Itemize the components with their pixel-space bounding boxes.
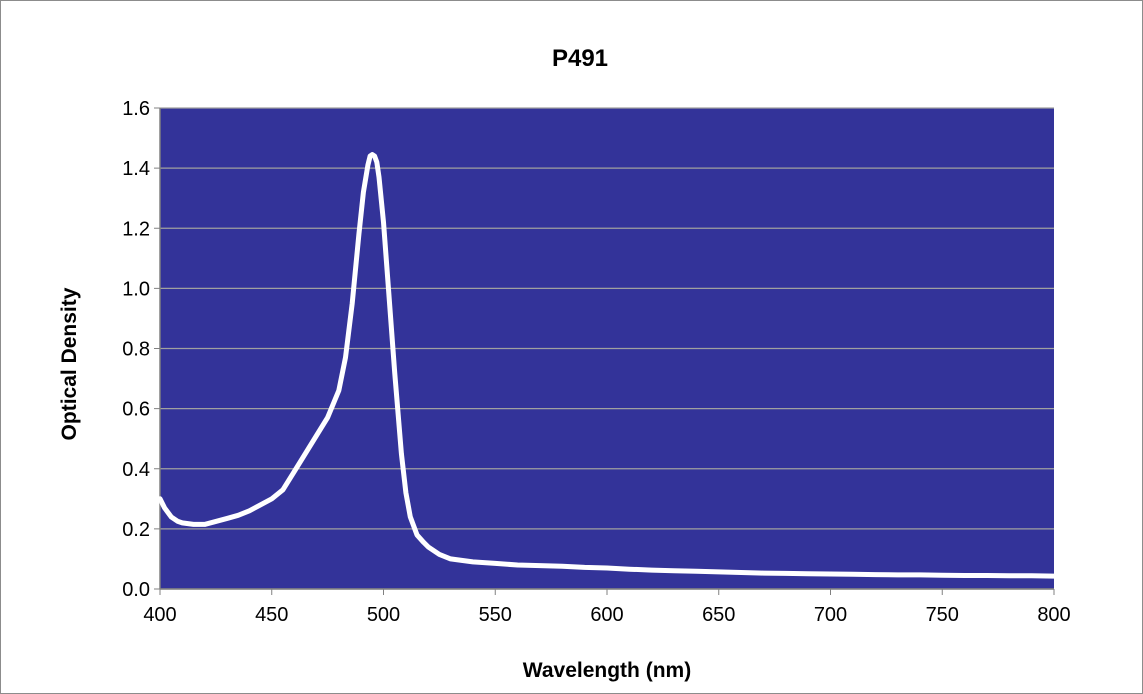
x-tick-label: 750 (926, 604, 959, 626)
gridlines (160, 107, 1054, 590)
y-tick-labels: 0.0 0.2 0.4 0.6 0.8 1.0 1.2 1.4 1.6 (122, 98, 160, 601)
y-tick-label: 1.6 (122, 98, 150, 120)
y-tick-label: 0.0 (122, 579, 150, 601)
x-tick-label: 600 (590, 604, 623, 626)
chart-title: P491 (552, 45, 608, 72)
y-tick-label: 1.4 (122, 158, 150, 180)
y-tick-label: 0.4 (122, 459, 150, 481)
y-tick-label: 0.2 (122, 519, 150, 541)
y-tick-label: 0.6 (122, 399, 150, 421)
y-tick-label: 1.0 (122, 278, 150, 300)
x-tick-label: 550 (479, 604, 512, 626)
x-axis-label: Wavelength (nm) (523, 659, 691, 682)
x-tick-label: 700 (814, 604, 847, 626)
y-tick-label: 0.8 (122, 339, 150, 361)
x-tick-label: 500 (367, 604, 400, 626)
series-line (157, 152, 1057, 579)
y-axis-label: Optical Density (58, 287, 81, 440)
x-tick-label: 650 (702, 604, 735, 626)
x-tick-label: 400 (143, 604, 176, 626)
x-tick-label: 800 (1037, 604, 1070, 626)
x-tick-labels: 400 450 500 550 600 650 700 750 800 (143, 589, 1071, 626)
y-tick-label: 1.2 (122, 218, 150, 240)
x-tick-label: 450 (255, 604, 288, 626)
